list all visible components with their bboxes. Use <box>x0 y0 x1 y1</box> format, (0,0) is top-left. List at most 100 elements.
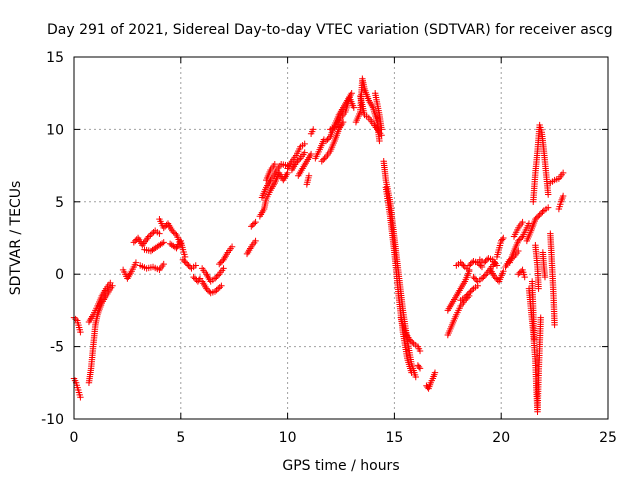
data-point <box>160 260 167 268</box>
data-point <box>491 273 498 281</box>
data-point <box>181 257 188 265</box>
data-point <box>220 265 227 272</box>
data-point <box>155 242 163 249</box>
data-point <box>179 256 187 263</box>
data-point <box>415 363 423 371</box>
data-point <box>517 234 525 242</box>
plot-frame <box>73 56 609 420</box>
data-point <box>77 394 84 401</box>
data-point <box>307 150 315 158</box>
chart-title: Day 291 of 2021, Sidereal Day-to-day VTE… <box>47 22 613 38</box>
data-point <box>431 369 439 376</box>
data-point <box>305 172 313 179</box>
data-point <box>416 347 424 355</box>
data-point <box>206 288 213 295</box>
data-point <box>471 275 479 282</box>
data-point <box>295 156 303 164</box>
data-point <box>532 215 539 223</box>
data-point <box>249 221 256 229</box>
y-tick-label: -5 <box>50 340 64 356</box>
data-point <box>458 260 466 268</box>
x-tick-label: 20 <box>492 430 510 446</box>
data-point <box>170 229 177 236</box>
data-point <box>130 239 138 246</box>
data-point <box>407 337 414 345</box>
data-point <box>150 245 158 253</box>
data-point <box>154 243 161 250</box>
data-point <box>537 210 545 217</box>
data-point <box>468 259 476 266</box>
data-point <box>500 234 507 242</box>
data-point <box>147 247 155 255</box>
data-point <box>482 257 489 265</box>
y-tick-label: 5 <box>55 195 64 211</box>
x-tick-label: 15 <box>385 430 403 446</box>
data-point <box>213 273 220 281</box>
data-point <box>157 241 164 248</box>
data-point <box>515 271 522 278</box>
data-point <box>551 321 558 329</box>
data-point <box>321 155 328 162</box>
data-point <box>171 230 179 237</box>
data-point <box>515 237 522 245</box>
data-point <box>464 291 471 298</box>
y-axis-label: SDTVAR / TECUs <box>8 181 24 296</box>
x-tick-label: 5 <box>176 430 185 446</box>
data-point <box>211 275 219 282</box>
data-point <box>467 288 474 295</box>
data-point <box>499 236 506 243</box>
data-point <box>182 259 189 266</box>
data-point <box>185 262 192 269</box>
data-point <box>465 289 473 297</box>
data-point <box>169 227 176 234</box>
data-point <box>478 263 486 271</box>
data-point <box>322 137 330 145</box>
data-point <box>500 268 507 275</box>
data-point <box>544 191 552 198</box>
data-point <box>521 273 528 281</box>
data-point <box>480 259 488 266</box>
data-point <box>470 273 477 281</box>
data-point <box>132 237 139 245</box>
data-point <box>559 192 567 200</box>
data-point <box>145 233 152 240</box>
data-point <box>493 262 501 269</box>
data-point <box>77 328 84 336</box>
data-point <box>294 158 301 165</box>
data-point <box>493 275 500 282</box>
data-point <box>148 230 156 237</box>
y-tick-label: 0 <box>55 267 64 283</box>
data-point <box>192 262 199 269</box>
data-point <box>463 292 470 300</box>
data-point <box>214 285 222 292</box>
data-point <box>519 218 526 226</box>
data-point <box>217 259 224 266</box>
data-point <box>481 272 489 279</box>
data-point <box>166 240 174 247</box>
data-point <box>218 282 225 289</box>
data-point <box>539 208 546 216</box>
data-point <box>516 236 523 243</box>
data-point <box>536 211 543 219</box>
data-point <box>350 104 358 111</box>
x-axis-label: GPS time / hours <box>282 458 399 474</box>
data-point <box>468 286 476 294</box>
data-point <box>535 213 542 220</box>
data-point <box>533 214 540 221</box>
data-point <box>416 365 424 372</box>
x-tick-label: 10 <box>279 430 297 446</box>
data-point <box>213 286 220 294</box>
data-point <box>190 273 197 281</box>
data-point <box>216 284 223 291</box>
x-tick-label: 0 <box>70 430 79 446</box>
data-point <box>320 156 327 164</box>
data-point <box>535 285 542 292</box>
data-point <box>461 294 469 301</box>
data-point <box>218 257 226 265</box>
data-point <box>537 314 544 321</box>
data-markers <box>70 75 567 415</box>
data-point <box>211 288 219 295</box>
data-point <box>325 134 333 142</box>
data-point <box>168 241 175 249</box>
